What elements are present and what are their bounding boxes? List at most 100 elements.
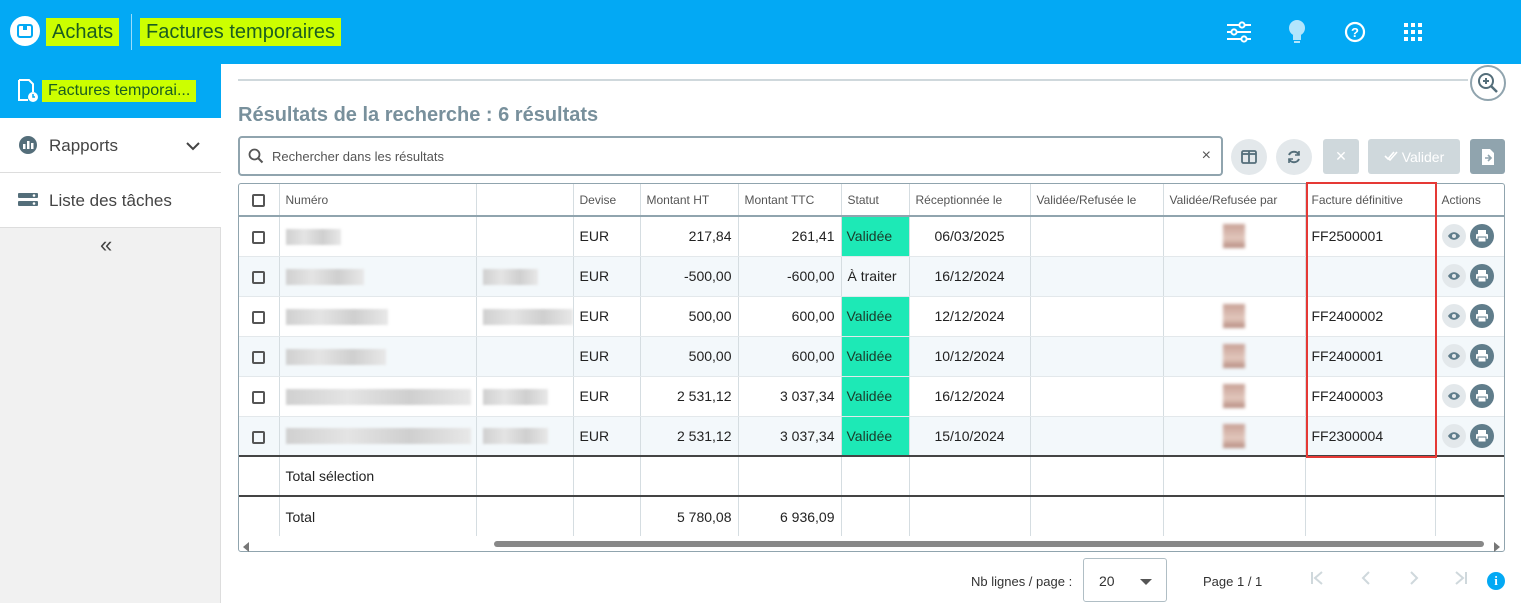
receptionnee-cell: 16/12/2024 (909, 256, 1031, 297)
column-header-montant-ht[interactable]: Montant HT (640, 184, 739, 217)
receptionnee-cell: 16/12/2024 (909, 376, 1031, 417)
scroll-right-icon[interactable] (1493, 539, 1501, 557)
montant-ht-cell: 500,00 (640, 296, 739, 337)
column-header-devise[interactable]: Devise (573, 184, 641, 217)
print-icon[interactable] (1469, 344, 1494, 368)
refresh-icon (1288, 150, 1300, 164)
montant-ttc-cell: 3 037,34 (738, 376, 842, 417)
validate-label: Valider (1401, 148, 1445, 165)
user-avatar[interactable] (1446, 4, 1500, 60)
scroll-left-icon[interactable] (242, 539, 250, 557)
print-icon[interactable] (1469, 423, 1494, 448)
print-icon[interactable] (1469, 304, 1494, 328)
view-eye-icon[interactable] (1441, 344, 1466, 368)
redacted-cell (476, 416, 574, 457)
numero-cell-redacted (279, 296, 477, 337)
table-row[interactable]: EUR -500,00 -600,00 À traiter 16/12/2024 (239, 256, 1504, 297)
first-page-icon[interactable] (1309, 570, 1325, 591)
select-all-checkbox[interactable] (239, 184, 280, 217)
empty-cell (239, 496, 280, 536)
rows-per-page-label: Nb lignes / page : (971, 574, 1073, 589)
table-row[interactable]: EUR 217,84 261,41 Validée 06/03/2025 FF2… (239, 216, 1504, 257)
search-box[interactable]: × (238, 136, 1223, 176)
redacted-cell (476, 216, 574, 257)
status-badge: Validée (841, 336, 910, 377)
view-eye-icon[interactable] (1441, 224, 1466, 249)
columns-icon (1241, 150, 1257, 164)
actions-cell (1435, 376, 1504, 417)
validee-le-cell (1030, 256, 1164, 297)
next-page-icon[interactable] (1406, 570, 1422, 591)
column-header-validee-refusee-par[interactable]: Validée/Refusée par (1163, 184, 1306, 217)
column-header-facture-definitive[interactable]: Facture définitive (1305, 184, 1436, 217)
app-logo-icon[interactable] (10, 16, 40, 46)
row-checkbox[interactable] (239, 336, 280, 377)
horizontal-scrollbar[interactable] (239, 537, 1504, 552)
cancel-button[interactable]: ✕ (1323, 139, 1359, 174)
help-icon[interactable]: ? (1341, 18, 1369, 46)
column-header-statut[interactable]: Statut (841, 184, 910, 217)
breadcrumb-achats[interactable]: Achats (46, 18, 120, 46)
row-checkbox[interactable] (239, 376, 280, 417)
columns-button[interactable] (1231, 139, 1267, 175)
table-row[interactable]: EUR 500,00 600,00 Validée 10/12/2024 FF2… (239, 336, 1504, 377)
search-input[interactable] (272, 146, 1172, 166)
facture-definitive-cell: FF2500001 (1305, 216, 1436, 257)
facture-definitive-cell: FF2300004 (1305, 416, 1436, 457)
validate-button[interactable]: Valider (1368, 139, 1460, 174)
zoom-in-button[interactable] (1470, 65, 1506, 101)
rows-per-page-select[interactable]: 20 (1083, 558, 1167, 602)
column-header-montant-ttc[interactable]: Montant TTC (738, 184, 842, 217)
table-row[interactable]: EUR 2 531,12 3 037,34 Validée 16/12/2024… (239, 376, 1504, 417)
numero-cell-redacted (279, 216, 477, 257)
info-icon[interactable]: i (1487, 572, 1505, 590)
chevron-down-icon[interactable] (186, 138, 200, 156)
print-icon[interactable] (1469, 264, 1494, 288)
view-eye-icon[interactable] (1441, 384, 1466, 408)
row-checkbox[interactable] (239, 416, 280, 457)
print-icon[interactable] (1469, 384, 1494, 408)
validee-le-cell (1030, 376, 1164, 417)
row-checkbox[interactable] (239, 296, 280, 337)
apps-grid-icon[interactable] (1399, 18, 1427, 46)
view-eye-icon[interactable] (1441, 264, 1466, 288)
top-bar: Achats Factures temporaires ? (0, 0, 1521, 64)
view-eye-icon[interactable] (1441, 423, 1466, 448)
refresh-button[interactable] (1276, 139, 1312, 175)
column-header-validee-refusee-le[interactable]: Validée/Refusée le (1030, 184, 1164, 217)
last-page-icon[interactable] (1453, 570, 1469, 591)
table-header: Numéro Devise Montant HT Montant TTC Sta… (239, 184, 1504, 217)
previous-page-icon[interactable] (1358, 570, 1374, 591)
collapse-sidebar-icon[interactable]: « (100, 232, 113, 257)
print-icon[interactable] (1469, 224, 1494, 249)
search-icon (248, 148, 264, 169)
status-badge: À traiter (841, 256, 910, 297)
column-header-blank (476, 184, 574, 217)
row-checkbox[interactable] (239, 216, 280, 257)
actions-cell (1435, 336, 1504, 377)
status-badge: Validée (841, 416, 910, 457)
clear-search-icon[interactable]: × (1201, 147, 1211, 164)
scrollbar-thumb[interactable] (494, 541, 1484, 547)
sidebar-item-rapports[interactable]: Rapports (0, 118, 221, 173)
sidebar-item-factures-temporaires[interactable]: Factures temporai... (0, 64, 221, 118)
column-header-receptionnee[interactable]: Réceptionnée le (909, 184, 1031, 217)
column-header-actions: Actions (1435, 184, 1504, 217)
empty-cell (1030, 496, 1164, 536)
devise-cell: EUR (573, 416, 641, 457)
table-row[interactable]: EUR 500,00 600,00 Validée 12/12/2024 FF2… (239, 296, 1504, 337)
montant-ht-cell: -500,00 (640, 256, 739, 297)
view-eye-icon[interactable] (1441, 304, 1466, 328)
empty-cell (476, 455, 574, 497)
export-button[interactable] (1470, 139, 1505, 174)
row-checkbox[interactable] (239, 256, 280, 297)
sliders-icon[interactable] (1225, 18, 1253, 46)
empty-cell (841, 496, 910, 536)
lightbulb-icon[interactable] (1283, 18, 1311, 46)
column-header-numero[interactable]: Numéro (279, 184, 477, 217)
redacted-cell (476, 296, 574, 337)
montant-ttc-cell: -600,00 (738, 256, 842, 297)
sidebar-item-liste-des-taches[interactable]: Liste des tâches (0, 173, 221, 228)
validee-par-avatar (1163, 336, 1306, 377)
table-row[interactable]: EUR 2 531,12 3 037,34 Validée 15/10/2024… (239, 416, 1504, 457)
